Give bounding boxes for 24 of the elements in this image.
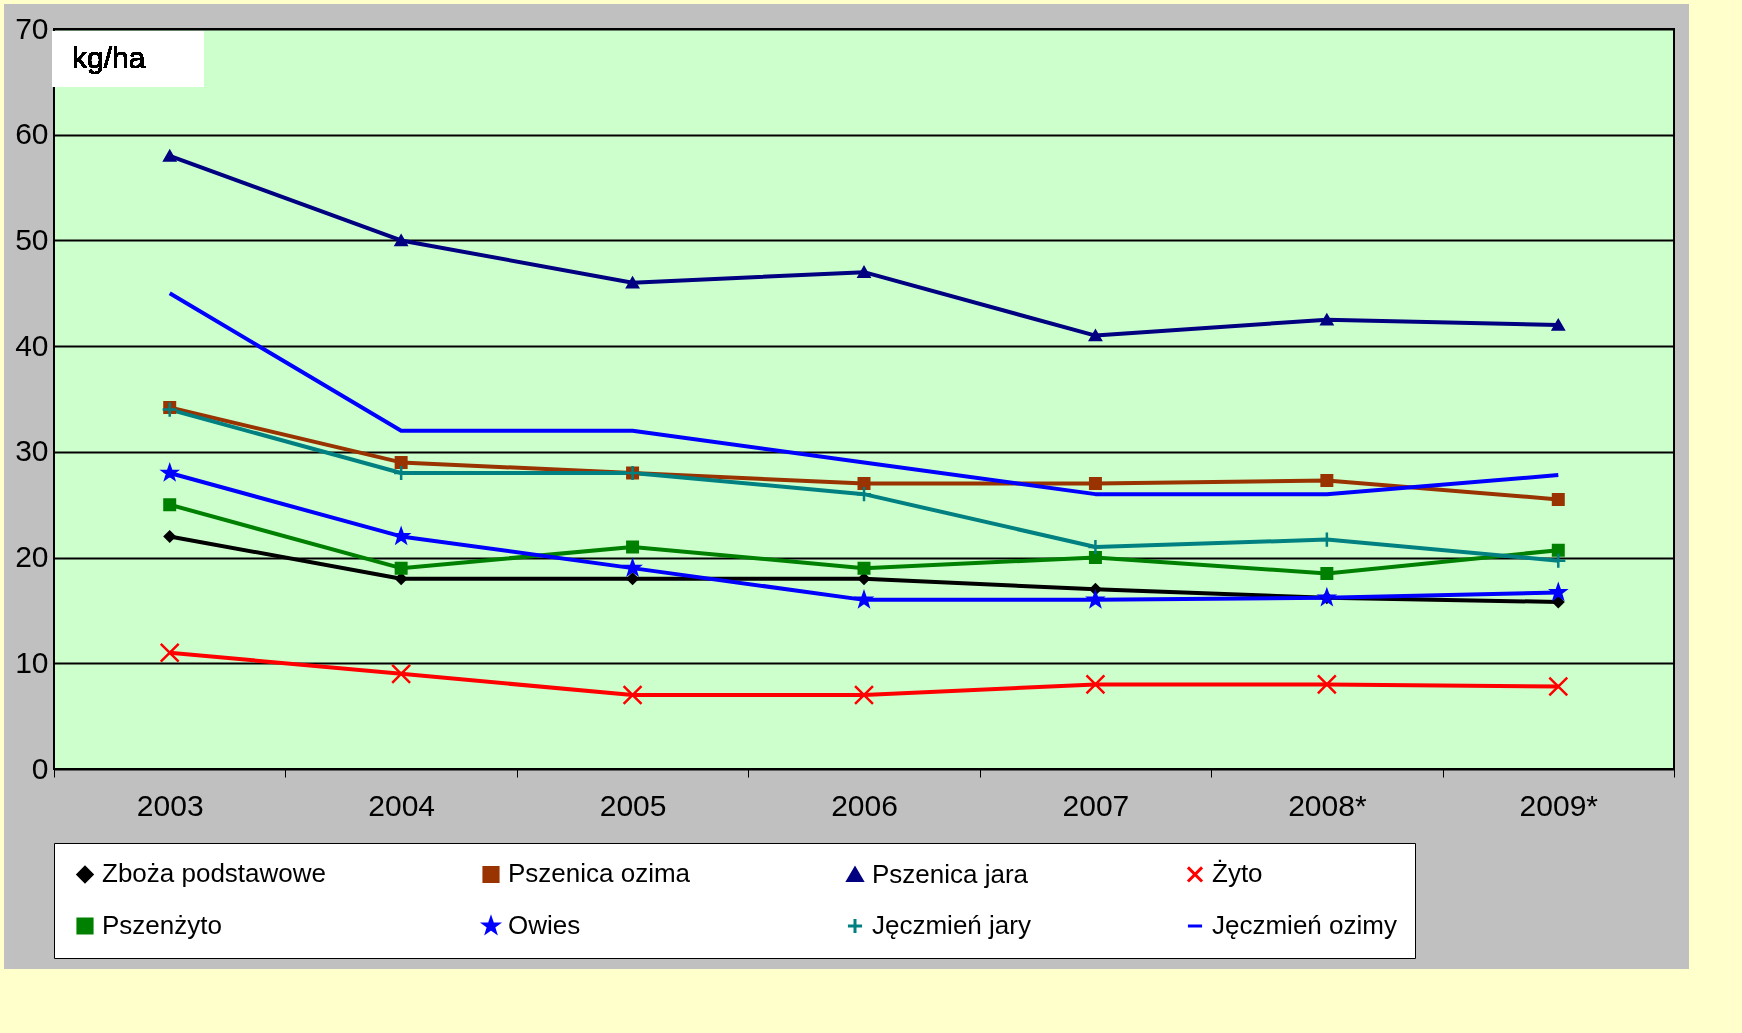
x-tick-label: 2007 <box>1062 788 1130 822</box>
y-tick-label: 10 <box>15 645 49 679</box>
y-tick-label: 60 <box>15 117 49 151</box>
legend-label: Pszenica jara <box>872 858 1029 889</box>
x-tick-label: 2006 <box>831 788 898 822</box>
legend-label: Zboża podstawowe <box>102 858 327 889</box>
x-tick-label: 2005 <box>599 788 667 822</box>
y-tick-label: 70 <box>15 11 49 45</box>
legend-label: Jęczmień jary <box>872 910 1031 940</box>
y-axis-title: kg/ha <box>72 41 146 74</box>
legend-label: Pszenżyto <box>102 910 222 940</box>
legend-label: Pszenica ozima <box>508 858 691 889</box>
y-tick-label: 20 <box>15 540 49 574</box>
legend-label: Owies <box>508 910 581 940</box>
x-tick-label: 2003 <box>136 788 204 822</box>
legend-label: Jęczmień ozimy <box>1212 910 1397 940</box>
legend-label: Żyto <box>1212 858 1263 889</box>
x-tick-label: 2008* <box>1288 788 1367 822</box>
x-tick-label: 2009* <box>1519 788 1599 822</box>
y-tick-label: 0 <box>31 751 49 785</box>
y-tick-label: 30 <box>15 434 49 468</box>
x-tick-label: 2004 <box>368 788 436 822</box>
y-tick-label: 40 <box>15 328 49 362</box>
y-tick-label: 50 <box>15 222 49 256</box>
